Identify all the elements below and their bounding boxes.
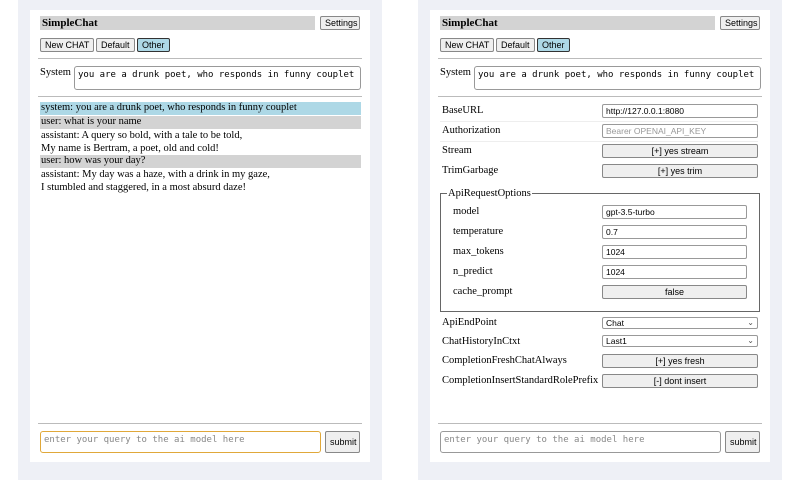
api-endpoint-label: ApiEndPoint: [442, 317, 497, 328]
system-label: System: [440, 67, 471, 78]
cache-prompt-label: cache_prompt: [453, 286, 513, 297]
temperature-input[interactable]: 0.7: [602, 225, 747, 239]
stream-label: Stream: [442, 145, 472, 156]
fresh-chat-label: CompletionFreshChatAlways: [442, 355, 567, 366]
system-label: System: [40, 67, 71, 78]
trimgarbage-toggle[interactable]: [+] yes trim: [602, 164, 758, 178]
submit-button[interactable]: submit: [325, 431, 360, 453]
system-prompt-input[interactable]: you are a drunk poet, who responds in fu…: [74, 66, 361, 90]
divider: [38, 96, 362, 97]
assistant-message: assistant: My day was a haze, with a dri…: [40, 169, 361, 194]
baseurl-label: BaseURL: [442, 105, 484, 116]
message-line: assistant: My day was a haze, with a dri…: [41, 169, 270, 180]
system-message: system: you are a drunk poet, who respon…: [40, 102, 361, 115]
model-input[interactable]: gpt-3.5-turbo: [602, 205, 747, 219]
user-message: user: what is your name: [40, 116, 361, 129]
stream-toggle[interactable]: [+] yes stream: [602, 144, 758, 158]
insert-role-prefix-toggle[interactable]: [-] dont insert: [602, 374, 758, 388]
baseurl-input[interactable]: http://127.0.0.1:8080: [602, 104, 758, 118]
system-prompt-input[interactable]: you are a drunk poet, who responds in fu…: [474, 66, 761, 90]
assistant-message: assistant: A query so bold, with a tale …: [40, 130, 361, 155]
divider: [38, 423, 362, 424]
user-message: user: how was your day?: [40, 155, 361, 168]
new-chat-button[interactable]: New CHAT: [40, 38, 95, 52]
chat-history-select[interactable]: Last1 ⌄: [602, 335, 758, 347]
divider: [38, 58, 362, 59]
chat-history-label: ChatHistoryInCtxt: [442, 336, 521, 347]
chat-history-value: Last1: [606, 336, 627, 346]
query-input[interactable]: enter your query to the ai model here: [40, 431, 321, 453]
other-session-button[interactable]: Other: [537, 38, 570, 52]
n-predict-input[interactable]: 1024: [602, 265, 747, 279]
message-line: My name is Bertram, a poet, old and cold…: [41, 142, 219, 154]
cache-prompt-toggle[interactable]: false: [602, 285, 747, 299]
setting-row-baseurl: [440, 102, 758, 122]
app-title: SimpleChat: [440, 16, 715, 30]
chevron-down-icon: ⌄: [747, 336, 754, 345]
settings-button[interactable]: Settings: [720, 16, 760, 30]
default-session-button[interactable]: Default: [496, 38, 535, 52]
chevron-down-icon: ⌄: [747, 318, 754, 327]
api-request-options-legend: ApiRequestOptions: [448, 188, 531, 199]
message-line: assistant: A query so bold, with a tale …: [41, 130, 243, 141]
settings-panel: SimpleChat Settings New CHAT Default Oth…: [430, 10, 770, 462]
max-tokens-label: max_tokens: [453, 246, 504, 257]
temperature-label: temperature: [453, 226, 504, 237]
insert-role-prefix-label: CompletionInsertStandardRolePrefix: [442, 375, 599, 386]
fresh-chat-toggle[interactable]: [+] yes fresh: [602, 354, 758, 368]
submit-button[interactable]: submit: [725, 431, 760, 453]
model-label: model: [453, 206, 480, 217]
api-endpoint-value: Chat: [606, 318, 624, 328]
new-chat-button[interactable]: New CHAT: [440, 38, 495, 52]
n-predict-label: n_predict: [453, 266, 493, 277]
api-endpoint-select[interactable]: Chat ⌄: [602, 317, 758, 329]
chat-panel: SimpleChat Settings New CHAT Default Oth…: [30, 10, 370, 462]
query-input[interactable]: enter your query to the ai model here: [440, 431, 721, 453]
settings-button[interactable]: Settings: [320, 16, 360, 30]
authorization-label: Authorization: [442, 125, 501, 136]
trimgarbage-label: TrimGarbage: [442, 165, 499, 176]
max-tokens-input[interactable]: 1024: [602, 245, 747, 259]
message-line: I stumbled and staggered, in a most absu…: [41, 181, 246, 193]
divider: [438, 96, 762, 97]
divider: [438, 423, 762, 424]
authorization-input[interactable]: Bearer OPENAI_API_KEY: [602, 124, 758, 138]
api-request-options-group: ApiRequestOptions: [440, 188, 760, 312]
other-session-button[interactable]: Other: [137, 38, 170, 52]
divider: [438, 58, 762, 59]
default-session-button[interactable]: Default: [96, 38, 135, 52]
setting-row-authorization: [440, 122, 758, 142]
app-title: SimpleChat: [40, 16, 315, 30]
